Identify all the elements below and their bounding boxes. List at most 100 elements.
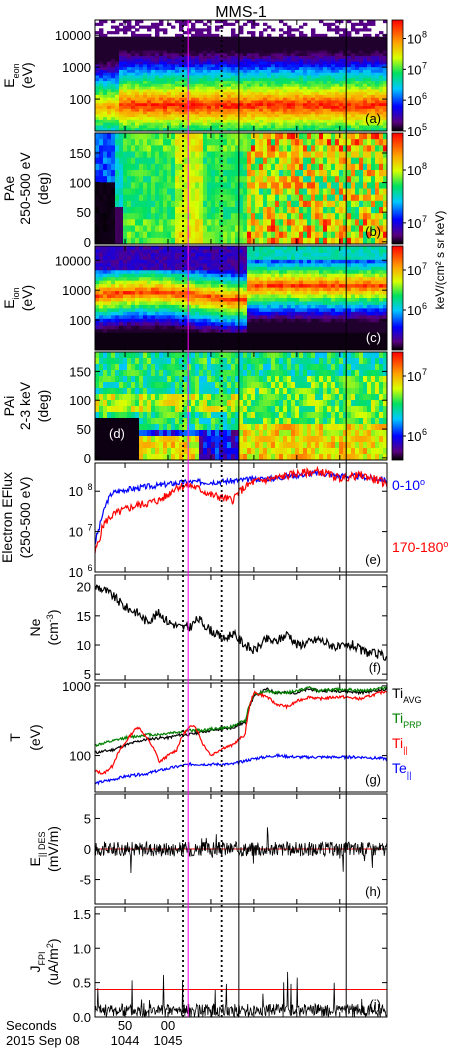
figure-title: MMS-1 <box>215 4 267 21</box>
panel-frame-c <box>94 245 388 351</box>
y-tick-label-d: 0 <box>84 451 91 466</box>
legend-g-0: TiAVG <box>392 685 422 705</box>
ylabel-f: Ne <box>27 618 43 636</box>
ylabel-b-2: 250-500 eV <box>17 152 33 225</box>
series-g-1 <box>95 685 387 748</box>
y-tick-label-b: 150 <box>69 146 91 161</box>
colorbar-tick-label: 10 <box>407 303 421 318</box>
colorbar-d <box>391 351 404 461</box>
colorbar-tick-label: 10 <box>407 32 421 47</box>
time-tick-1044: 1044 <box>111 1033 140 1048</box>
y-tick-exp-e: 7 <box>87 523 92 533</box>
y-tick-label-d: 100 <box>69 393 91 408</box>
legend-g-2: Ti|| <box>392 735 408 755</box>
colorbar-title: keV/(cm² s sr keV) <box>433 211 447 310</box>
heatmap-b <box>95 133 388 245</box>
ylabel-b: PAe <box>1 176 17 202</box>
y-tick-label-d: 150 <box>69 364 91 379</box>
ylabel-a: Eeon <box>1 63 21 87</box>
y-tick-label-f: 5 <box>84 667 91 682</box>
panel-label-f: (f) <box>369 660 381 675</box>
colorbar-tick-exp: 6 <box>422 427 427 437</box>
y-tick-label-i: 0.5 <box>73 976 91 991</box>
colorbar-tick-exp: 8 <box>422 30 427 40</box>
heatmap-a <box>95 20 388 132</box>
colorbar-tick-exp: 6 <box>422 301 427 311</box>
y-tick-label-e: 10 <box>69 484 83 499</box>
series-g-3 <box>95 753 387 786</box>
colorbar-tick-exp: 6 <box>422 91 427 101</box>
y-tick-label-a: 10000 <box>55 28 91 43</box>
series-e-170-180deg <box>95 465 387 554</box>
series-i-jfpi <box>94 971 388 1019</box>
y-tick-label-e: 10 <box>69 565 83 580</box>
y-tick-label-c: 1000 <box>62 283 91 298</box>
panel-frame-b <box>94 132 388 245</box>
ylabel-i: JFPI <box>27 951 47 972</box>
ylabel-d-2: 2-3 keV <box>17 381 33 430</box>
ylabel-c: Eion <box>1 287 21 308</box>
panel-label-e: (e) <box>365 552 381 567</box>
panel-frame-i <box>94 906 388 1018</box>
colorbar-c <box>391 245 404 351</box>
colorbar-tick-label: 10 <box>407 263 421 278</box>
time-axis: Seconds 2015 Sep 08 50 1044 00 1045 <box>6 1018 182 1048</box>
colorbar-tick-exp: 7 <box>422 261 427 271</box>
time-tick-00: 00 <box>161 1018 175 1033</box>
series-g-2 <box>95 689 387 775</box>
legend-g-1: TiPRP <box>392 710 422 730</box>
ylabel-f-unit: (cm-3) <box>45 609 61 645</box>
panel-label-a: (a) <box>365 111 381 126</box>
heatmap-d <box>95 352 388 461</box>
y-tick-label-f: 10 <box>77 638 91 653</box>
colorbar-b <box>391 132 404 245</box>
series-h-epar <box>94 827 388 874</box>
legend-g-3: Te|| <box>392 760 411 780</box>
colorbar-tick-exp: 8 <box>422 161 427 171</box>
ylabel-h: E|| DES <box>27 831 47 866</box>
colorbar-tick-label: 10 <box>407 62 421 77</box>
y-tick-label-a: 100 <box>69 92 91 107</box>
y-tick-label-h: 5 <box>84 811 91 826</box>
time-axis-label-seconds: Seconds <box>6 1018 57 1033</box>
panel-label-d: (d) <box>109 426 125 441</box>
y-tick-label-b: 100 <box>69 176 91 191</box>
colorbars: 10 810 710 610 510 810 710 710 610 710 6 <box>391 19 427 461</box>
series-g-0 <box>95 686 387 755</box>
y-tick-label-b: 0 <box>84 235 91 250</box>
y-tick-label-g: 100 <box>69 749 91 764</box>
series-e-0-10deg <box>95 468 387 545</box>
panel-frame-a <box>94 19 388 132</box>
colorbar-tick-label: 10 <box>407 163 421 178</box>
y-tick-label-c: 100 <box>69 313 91 328</box>
y-tick-label-i: 0.0 <box>73 1010 91 1025</box>
colorbar-a <box>391 19 404 132</box>
ylabel-d: PAi <box>1 396 17 417</box>
ylabel-a-unit: (eV) <box>19 62 35 88</box>
ylabel-g: T <box>7 733 23 742</box>
legend-e-170-180: 170-180o <box>392 539 448 555</box>
y-tick-label-h: 0 <box>84 842 91 857</box>
ylabel-i-unit: (uA/m2) <box>45 938 61 985</box>
colorbar-tick-label: 10 <box>407 93 421 108</box>
y-tick-label-c: 10000 <box>55 253 91 268</box>
heatmap-c <box>95 246 388 351</box>
line-panels <box>94 465 388 1019</box>
axis-labels: 1000010001001000010001001501005001501005… <box>0 28 448 1025</box>
time-tick-50: 50 <box>118 1018 132 1033</box>
ylabel-h-unit: (mV/m) <box>45 826 61 872</box>
spectrogram-panels <box>95 20 388 461</box>
y-tick-label-i: 1.5 <box>73 907 91 922</box>
ylabel-b-unit: (deg) <box>35 172 51 205</box>
ylabel-e-2: (250-500 eV) <box>17 477 33 559</box>
vertical-markers <box>182 20 347 1017</box>
ylabel-c-unit: (eV) <box>19 285 35 311</box>
y-tick-label-f: 15 <box>77 609 91 624</box>
y-tick-label-i: 1.0 <box>73 941 91 956</box>
panel-frame-d <box>94 351 388 461</box>
panel-label-i: (i) <box>369 997 381 1012</box>
time-tick-1045: 1045 <box>154 1033 183 1048</box>
colorbar-tick-exp: 7 <box>422 214 427 224</box>
panel-label-h: (h) <box>365 884 381 899</box>
